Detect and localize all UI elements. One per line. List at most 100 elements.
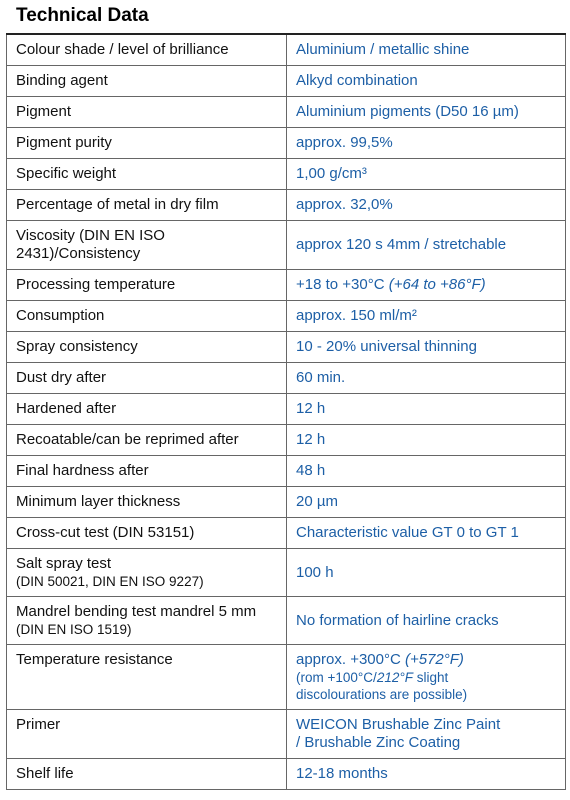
value-cell: approx. 32,0% — [286, 189, 566, 221]
value-text: 100 h — [296, 563, 334, 581]
value-text: 1,00 g/cm³ — [296, 165, 367, 182]
value-line: 1,00 g/cm³ — [296, 165, 557, 183]
label-text: Final hardness after — [16, 462, 149, 479]
value-text: 60 min. — [296, 369, 346, 386]
label-cell: Dust dry after — [6, 362, 287, 394]
label-text: Recoatable/can be reprimed after — [16, 431, 239, 448]
value-line: 100 h — [296, 564, 557, 582]
value-text: (+64 to +86°F) — [388, 276, 486, 293]
value-line: WEICON Brushable Zinc Paint — [296, 716, 557, 734]
value-cell: 100 h — [286, 548, 566, 597]
value-line: 12 h — [296, 400, 557, 418]
label-cell: Colour shade / level of brilliance — [6, 33, 287, 66]
title: Technical Data — [16, 5, 149, 26]
value-text: approx. 32,0% — [296, 196, 393, 213]
label-text: Pigment — [16, 103, 72, 120]
label-note: (DIN EN ISO 1519) — [16, 622, 132, 637]
label-text: Percentage of metal in dry film — [16, 196, 219, 213]
value-text: Characteristic value GT 0 to GT 1 — [296, 524, 519, 541]
label-text: Pigment purity — [16, 134, 112, 151]
value-note-line: discolourations are possible) — [296, 686, 557, 703]
label-text: Cross-cut test (DIN 53151) — [16, 524, 195, 541]
value-text: 48 h — [296, 462, 326, 479]
label-text: Hardened after — [16, 400, 117, 417]
value-line: 12 h — [296, 431, 557, 449]
value-note-text: slight — [412, 670, 449, 685]
value-cell: approx. +300°C (+572°F) (rom +100°C/212°F… — [286, 644, 566, 710]
label-cell: Salt spray test (DIN 50021, DIN EN ISO 92… — [6, 548, 287, 597]
table-row: Consumption approx. 150 ml/m² — [6, 300, 566, 332]
value-text: Aluminium pigments (D50 16 µm) — [296, 103, 519, 120]
table-row: Colour shade / level of brilliance Alumin… — [6, 33, 566, 66]
table-row: Recoatable/can be reprimed after 12 h — [6, 424, 566, 456]
label-text: Consumption — [16, 307, 105, 324]
value-line: +18 to +30°C (+64 to +86°F) — [296, 276, 557, 294]
value-cell: approx. 99,5% — [286, 127, 566, 159]
table-row: Spray consistency 10 - 20% universal thin… — [6, 331, 566, 363]
value-line: Characteristic value GT 0 to GT 1 — [296, 524, 557, 542]
value-line: approx. +300°C (+572°F) — [296, 651, 557, 669]
label-cell: Temperature resistance — [6, 644, 287, 710]
label-text: Binding agent — [16, 72, 108, 89]
value-line: Aluminium / metallic shine — [296, 41, 557, 59]
table-row: Specific weight 1,00 g/cm³ — [6, 158, 566, 190]
table-row: Viscosity (DIN EN ISO 2431)/Consistency ap… — [6, 220, 566, 270]
value-cell: 12-18 months — [286, 758, 566, 790]
value-text: / Brushable Zinc Coating — [296, 734, 461, 751]
value-cell: WEICON Brushable Zinc Paint / Brushable Z… — [286, 709, 566, 759]
table-row: Final hardness after 48 h — [6, 455, 566, 487]
value-text: 12-18 months — [296, 765, 388, 782]
table-row: Primer WEICON Brushable Zinc Paint / Brush… — [6, 709, 566, 759]
value-text: 12 h — [296, 431, 326, 448]
value-text: 12 h — [296, 400, 326, 417]
value-text: 10 - 20% universal thinning — [296, 338, 477, 355]
label-text: Processing temperature — [16, 276, 176, 293]
label-cell: Percentage of metal in dry film — [6, 189, 287, 221]
value-line: 60 min. — [296, 369, 557, 387]
table-row: Pigment Aluminium pigments (D50 16 µm) — [6, 96, 566, 128]
data-table: Colour shade / level of brilliance Alumin… — [6, 33, 566, 790]
label-cell: Processing temperature — [6, 269, 287, 301]
value-text: (+572°F) — [404, 651, 464, 668]
label-cell: Spray consistency — [6, 331, 287, 363]
value-line: approx 120 s 4mm / stretchable — [296, 236, 557, 254]
label-text: Primer — [16, 716, 61, 733]
label-text: Shelf life — [16, 765, 74, 782]
label-cell: Consumption — [6, 300, 287, 332]
value-note-text: discolourations are possible) — [296, 687, 468, 702]
table-row: Percentage of metal in dry film approx. 3… — [6, 189, 566, 221]
value-text: approx. +300°C — [296, 651, 405, 668]
value-line: 12-18 months — [296, 765, 557, 783]
value-cell: No formation of hairline cracks — [286, 596, 566, 645]
value-cell: 1,00 g/cm³ — [286, 158, 566, 190]
label-cell: Final hardness after — [6, 455, 287, 487]
value-cell: approx. 150 ml/m² — [286, 300, 566, 332]
table-row: Salt spray test (DIN 50021, DIN EN ISO 92… — [6, 548, 566, 597]
label-cell: Minimum layer thickness — [6, 486, 287, 518]
table-row: Pigment purity approx. 99,5% — [6, 127, 566, 159]
value-line: approx. 32,0% — [296, 196, 557, 214]
label-text: Spray consistency — [16, 338, 138, 355]
value-text: approx. 150 ml/m² — [296, 307, 417, 324]
value-line: No formation of hairline cracks — [296, 612, 557, 630]
label-cell: Specific weight — [6, 158, 287, 190]
table-row: Hardened after 12 h — [6, 393, 566, 425]
value-cell: Aluminium pigments (D50 16 µm) — [286, 96, 566, 128]
value-cell: 60 min. — [286, 362, 566, 394]
value-text: 20 µm — [296, 493, 338, 510]
value-text: +18 to +30°C — [296, 276, 389, 293]
value-cell: +18 to +30°C (+64 to +86°F) — [286, 269, 566, 301]
value-cell: 48 h — [286, 455, 566, 487]
label-cell: Hardened after — [6, 393, 287, 425]
label-cell: Binding agent — [6, 65, 287, 97]
label-text: Specific weight — [16, 165, 117, 182]
table-body: Colour shade / level of brilliance Alumin… — [6, 33, 566, 790]
label-cell: Pigment purity — [6, 127, 287, 159]
value-cell: Aluminium / metallic shine — [286, 33, 566, 66]
label-note: (DIN 50021, DIN EN ISO 9227) — [16, 574, 204, 589]
value-line: Aluminium pigments (D50 16 µm) — [296, 103, 557, 121]
label-text: Salt spray test — [16, 555, 112, 572]
table-row: Shelf life 12-18 months — [6, 758, 566, 790]
